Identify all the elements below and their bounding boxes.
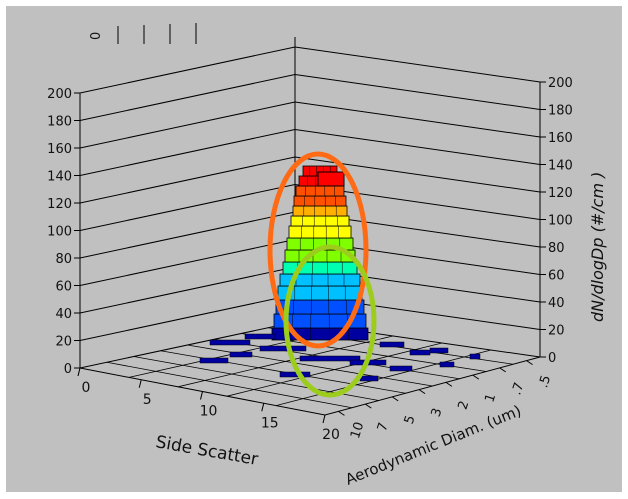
- bar: [299, 355, 361, 362]
- x-tick: [322, 414, 326, 424]
- floor-grid-line: [275, 349, 492, 406]
- bar: [389, 365, 413, 372]
- x-tick: [138, 379, 142, 388]
- z-tick-label-right: 140: [548, 159, 573, 174]
- x-tick-label: 15: [261, 415, 279, 431]
- grid-left-line: [79, 129, 296, 176]
- grid-left-line: [79, 239, 296, 286]
- bar: [199, 357, 229, 364]
- floor-grid-line: [106, 361, 352, 409]
- x-tick-label: 5: [143, 392, 152, 408]
- tick-labels: 0020204040606080801001001201201401401601…: [47, 32, 573, 443]
- z-tick-label-right: 60: [548, 269, 565, 284]
- y-tick: [365, 403, 372, 409]
- bar: [290, 215, 350, 227]
- grid-left-line: [79, 184, 296, 231]
- z-tick-label-left: 100: [47, 225, 72, 240]
- y-tick-label: .7: [509, 381, 527, 397]
- z-tick-label-right: 0: [548, 351, 556, 366]
- y-tick-label: 10: [348, 420, 367, 440]
- z-tick-label-left: 60: [55, 280, 72, 295]
- z-tick-label-left: 160: [47, 142, 72, 157]
- floor-grid-line: [187, 344, 433, 387]
- y-tick: [472, 374, 480, 380]
- grid: [74, 23, 546, 369]
- grid-left-line: [79, 46, 296, 94]
- z-tick-label-right: 200: [548, 76, 573, 91]
- floor-grid-line: [226, 342, 443, 397]
- z-tick-label-left: 0: [64, 362, 72, 377]
- z-tick-label-left: 180: [47, 115, 72, 130]
- y-tick: [391, 396, 399, 402]
- z-tick-label-left: 20: [55, 335, 72, 350]
- orange-ellipse: [267, 151, 369, 349]
- z-tick-label-left: 140: [47, 170, 72, 185]
- grid-right-line: [294, 101, 541, 138]
- x-tick-label: 10: [200, 404, 218, 420]
- bar: [439, 361, 455, 368]
- bar: [359, 375, 379, 382]
- bar: [209, 339, 251, 346]
- x-tick-label: 20: [322, 427, 340, 443]
- x-tick-label: 0: [82, 380, 91, 396]
- bar: [409, 349, 431, 356]
- grid-right-line: [294, 46, 541, 83]
- bars: [199, 165, 481, 382]
- bar: [317, 171, 345, 187]
- y-tick: [526, 360, 533, 366]
- z-tick-label-right: 40: [548, 296, 565, 311]
- grid-left-line: [79, 294, 296, 341]
- grid-right-line: [294, 129, 541, 165]
- z-axis-label: dN/dlogDp (#/cm ): [588, 172, 607, 322]
- y-tick: [445, 381, 453, 387]
- bar: [244, 333, 276, 340]
- x-tick: [200, 391, 203, 400]
- grid-left-line: [79, 211, 296, 259]
- bar: [292, 205, 348, 217]
- z-tick-label-left: 200: [47, 87, 72, 102]
- grid-right-line: [294, 74, 541, 110]
- grid-left-line: [79, 101, 296, 149]
- bar: [429, 347, 449, 354]
- grid-left-line: [79, 266, 296, 314]
- floor-grid-line: [177, 335, 394, 388]
- y-tick: [418, 389, 426, 395]
- z-tick-label-right: 160: [548, 131, 573, 146]
- grid-left-line: [79, 156, 296, 204]
- z-tick-label-right: 180: [548, 104, 573, 119]
- annotations: [267, 151, 377, 398]
- bar: [295, 185, 345, 197]
- y-tick: [499, 367, 506, 373]
- x-tick: [261, 403, 265, 412]
- y-tick: [338, 410, 345, 416]
- bar: [469, 353, 481, 360]
- x-tick: [77, 367, 81, 377]
- z-tick-label-right: 80: [548, 241, 565, 256]
- bar: [279, 371, 311, 378]
- grid-left-line: [79, 74, 296, 121]
- z-tick-label-right: 20: [548, 324, 565, 339]
- bar: [288, 225, 352, 239]
- bar: [379, 341, 405, 348]
- bar: [293, 195, 347, 207]
- top-stray-label: 0: [89, 32, 104, 40]
- bar: [259, 345, 307, 352]
- y-tick-label: .5: [536, 373, 554, 389]
- z-tick-label-right: 100: [548, 214, 573, 229]
- z-tick-label-right: 120: [548, 186, 573, 201]
- green-ellipse: [283, 244, 377, 398]
- z-tick-label-left: 80: [55, 252, 72, 267]
- z-tick-label-left: 120: [47, 197, 72, 212]
- z-tick-label-left: 40: [55, 307, 72, 322]
- bar: [229, 351, 253, 358]
